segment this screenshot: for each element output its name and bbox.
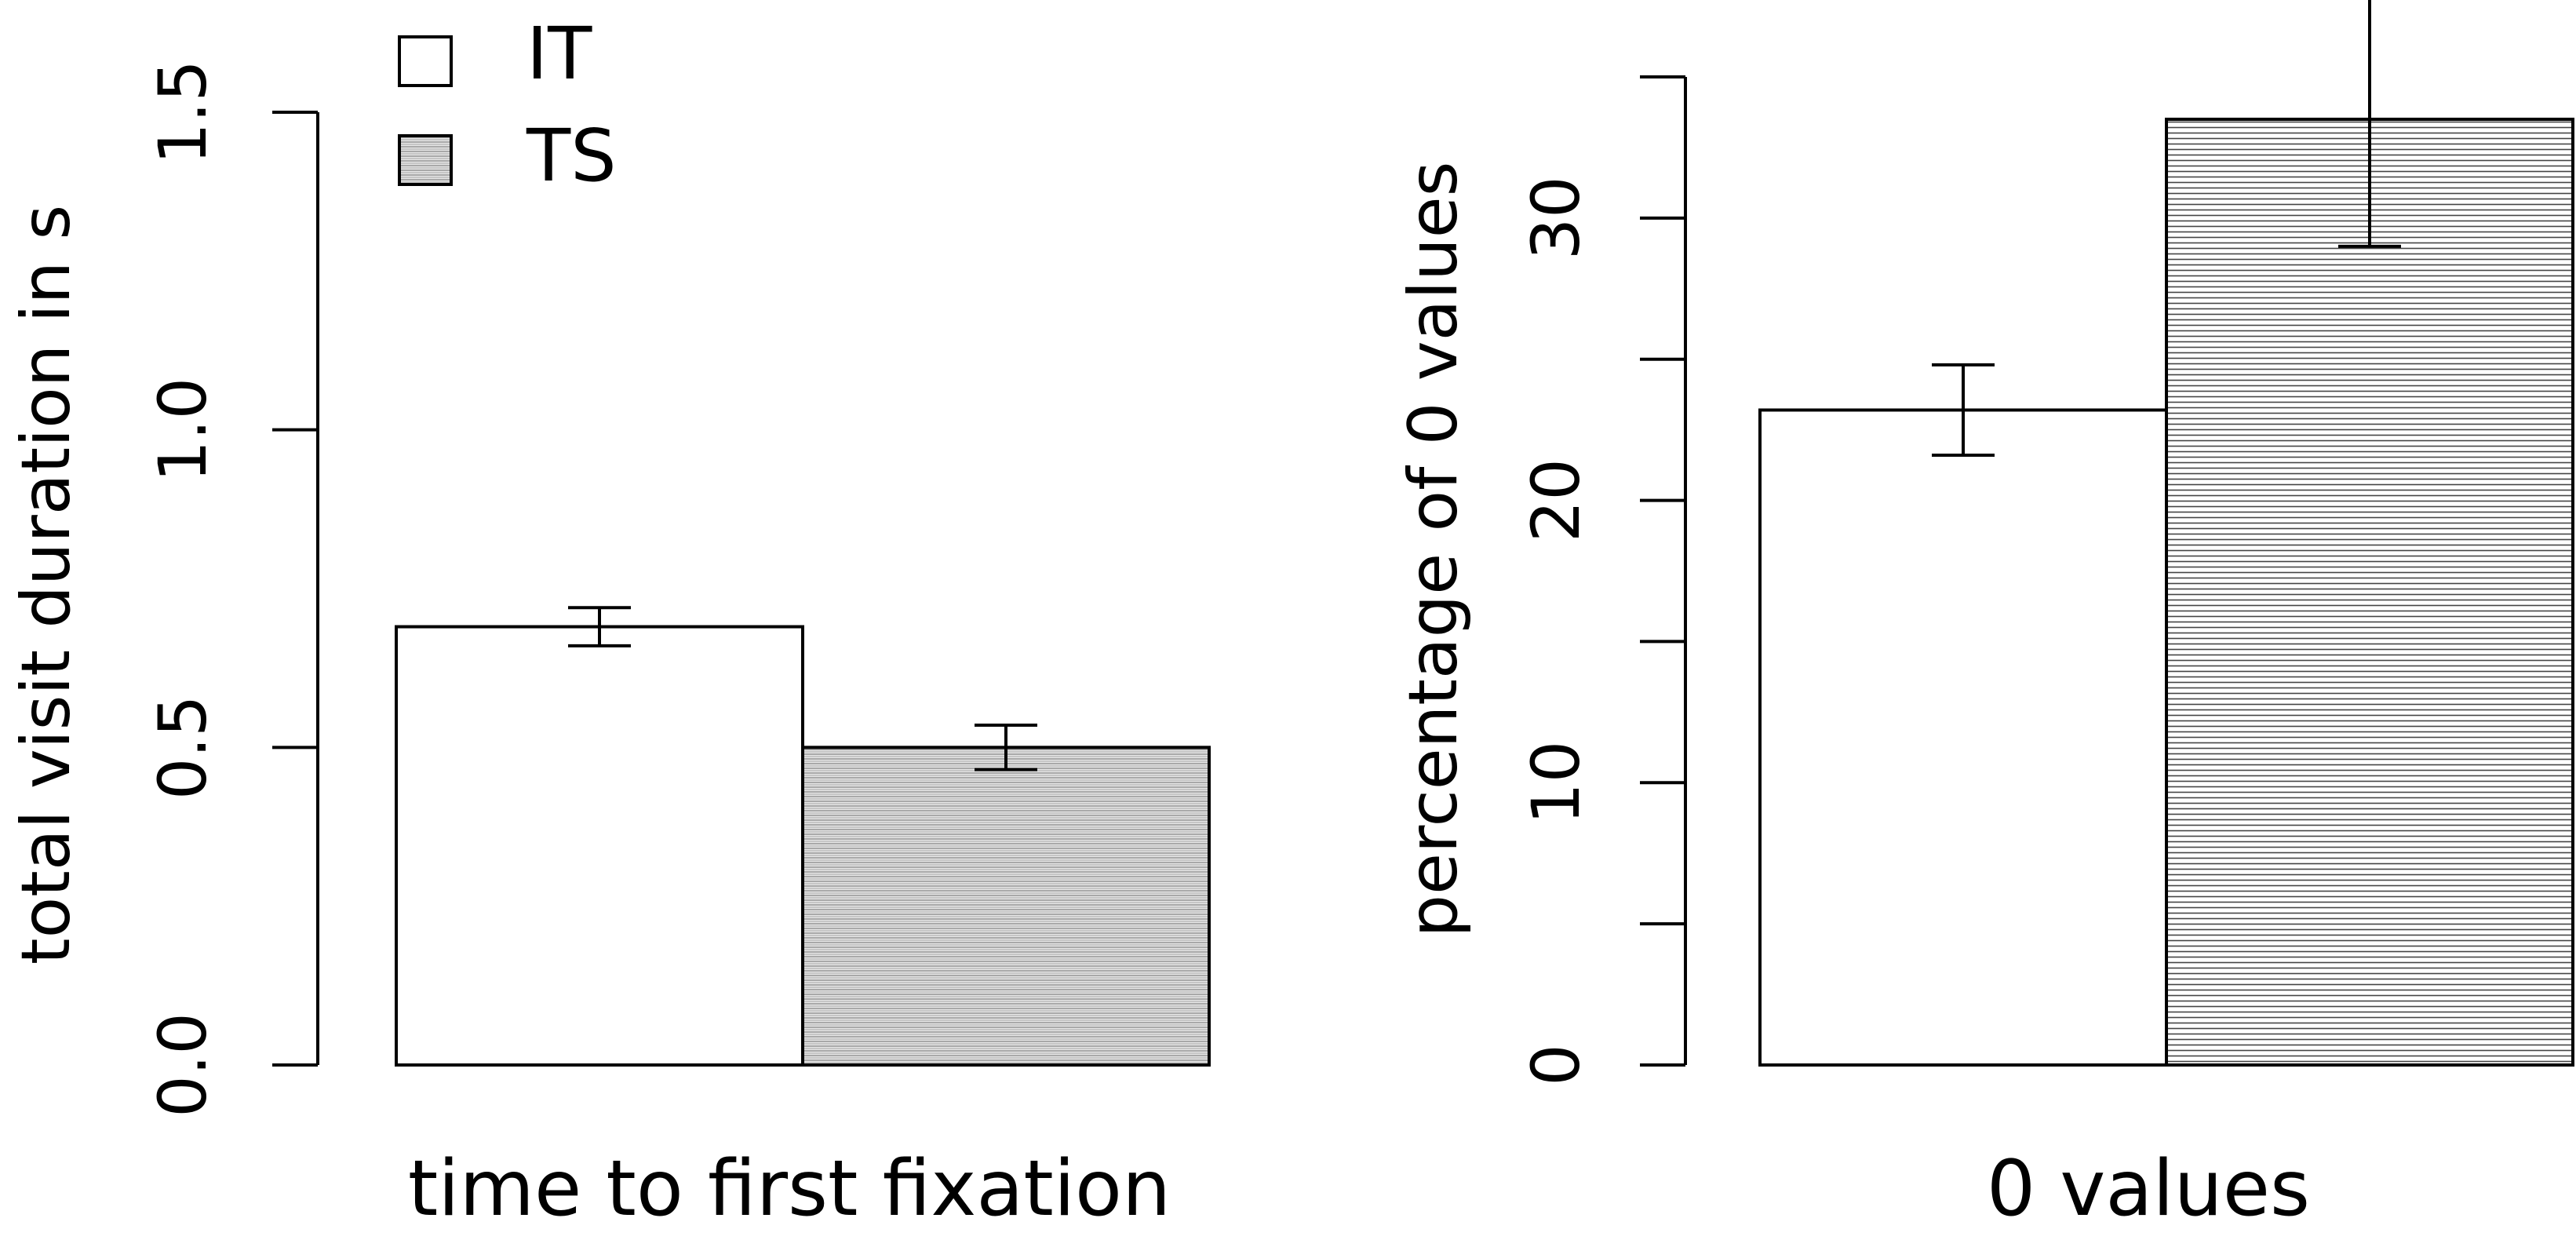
chart2-y-tick-label: 10	[1518, 741, 1594, 825]
chart2-error-bars	[1932, 0, 2401, 458]
chart2-y-tick-label: 20	[1518, 458, 1594, 542]
chart2-y-axis: 0 10 20 30	[1518, 75, 1687, 1086]
legend-swatch-ts	[398, 134, 453, 186]
chart2-y-tick-label: 30	[1518, 176, 1594, 260]
chart1-x-axis-label: time to first fixation	[408, 1144, 1171, 1234]
chart-total-visit-duration: total visit duration in s time to first …	[7, 60, 1211, 1234]
chart2-y-axis-label: percentage of 0 values	[1394, 162, 1473, 938]
legend-label-ts: TS	[526, 114, 617, 198]
chart1-y-tick-label: 1.5	[144, 60, 221, 165]
chart2-error-bar-ts	[2338, 0, 2401, 248]
legend-label-it: IT	[526, 12, 592, 96]
chart1-y-axis-label: total visit duration in s	[7, 205, 86, 965]
chart1-bars	[395, 625, 1211, 1067]
chart1-bar-ts	[801, 746, 1211, 1067]
chart1-y-tick-label: 1.0	[144, 377, 221, 483]
legend-swatch-it	[398, 35, 453, 87]
chart2-bar-ts	[2165, 117, 2574, 1067]
chart1-error-bars	[568, 606, 1037, 771]
chart2-bars	[1758, 117, 2574, 1067]
chart1-y-axis: 0.0 0.5 1.0 1.5	[144, 60, 319, 1118]
chart2-bar-it	[1758, 408, 2168, 1067]
chart2-error-bar-it	[1932, 363, 1995, 458]
legend: IT TS	[398, 12, 617, 198]
chart1-y-tick-label: 0.0	[144, 1012, 221, 1118]
chart2-y-tick-label: 0	[1518, 1044, 1594, 1085]
chart1-y-tick-label: 0.5	[144, 695, 221, 801]
chart2-x-axis-label: 0 values	[1987, 1144, 2310, 1234]
chart-percentage-zero-values: percentage of 0 values 0 values 0 10 20 30	[1394, 0, 2574, 1234]
chart1-bar-it	[395, 625, 804, 1067]
chart1-error-bar-it	[568, 606, 631, 647]
chart1-error-bar-ts	[975, 724, 1037, 771]
